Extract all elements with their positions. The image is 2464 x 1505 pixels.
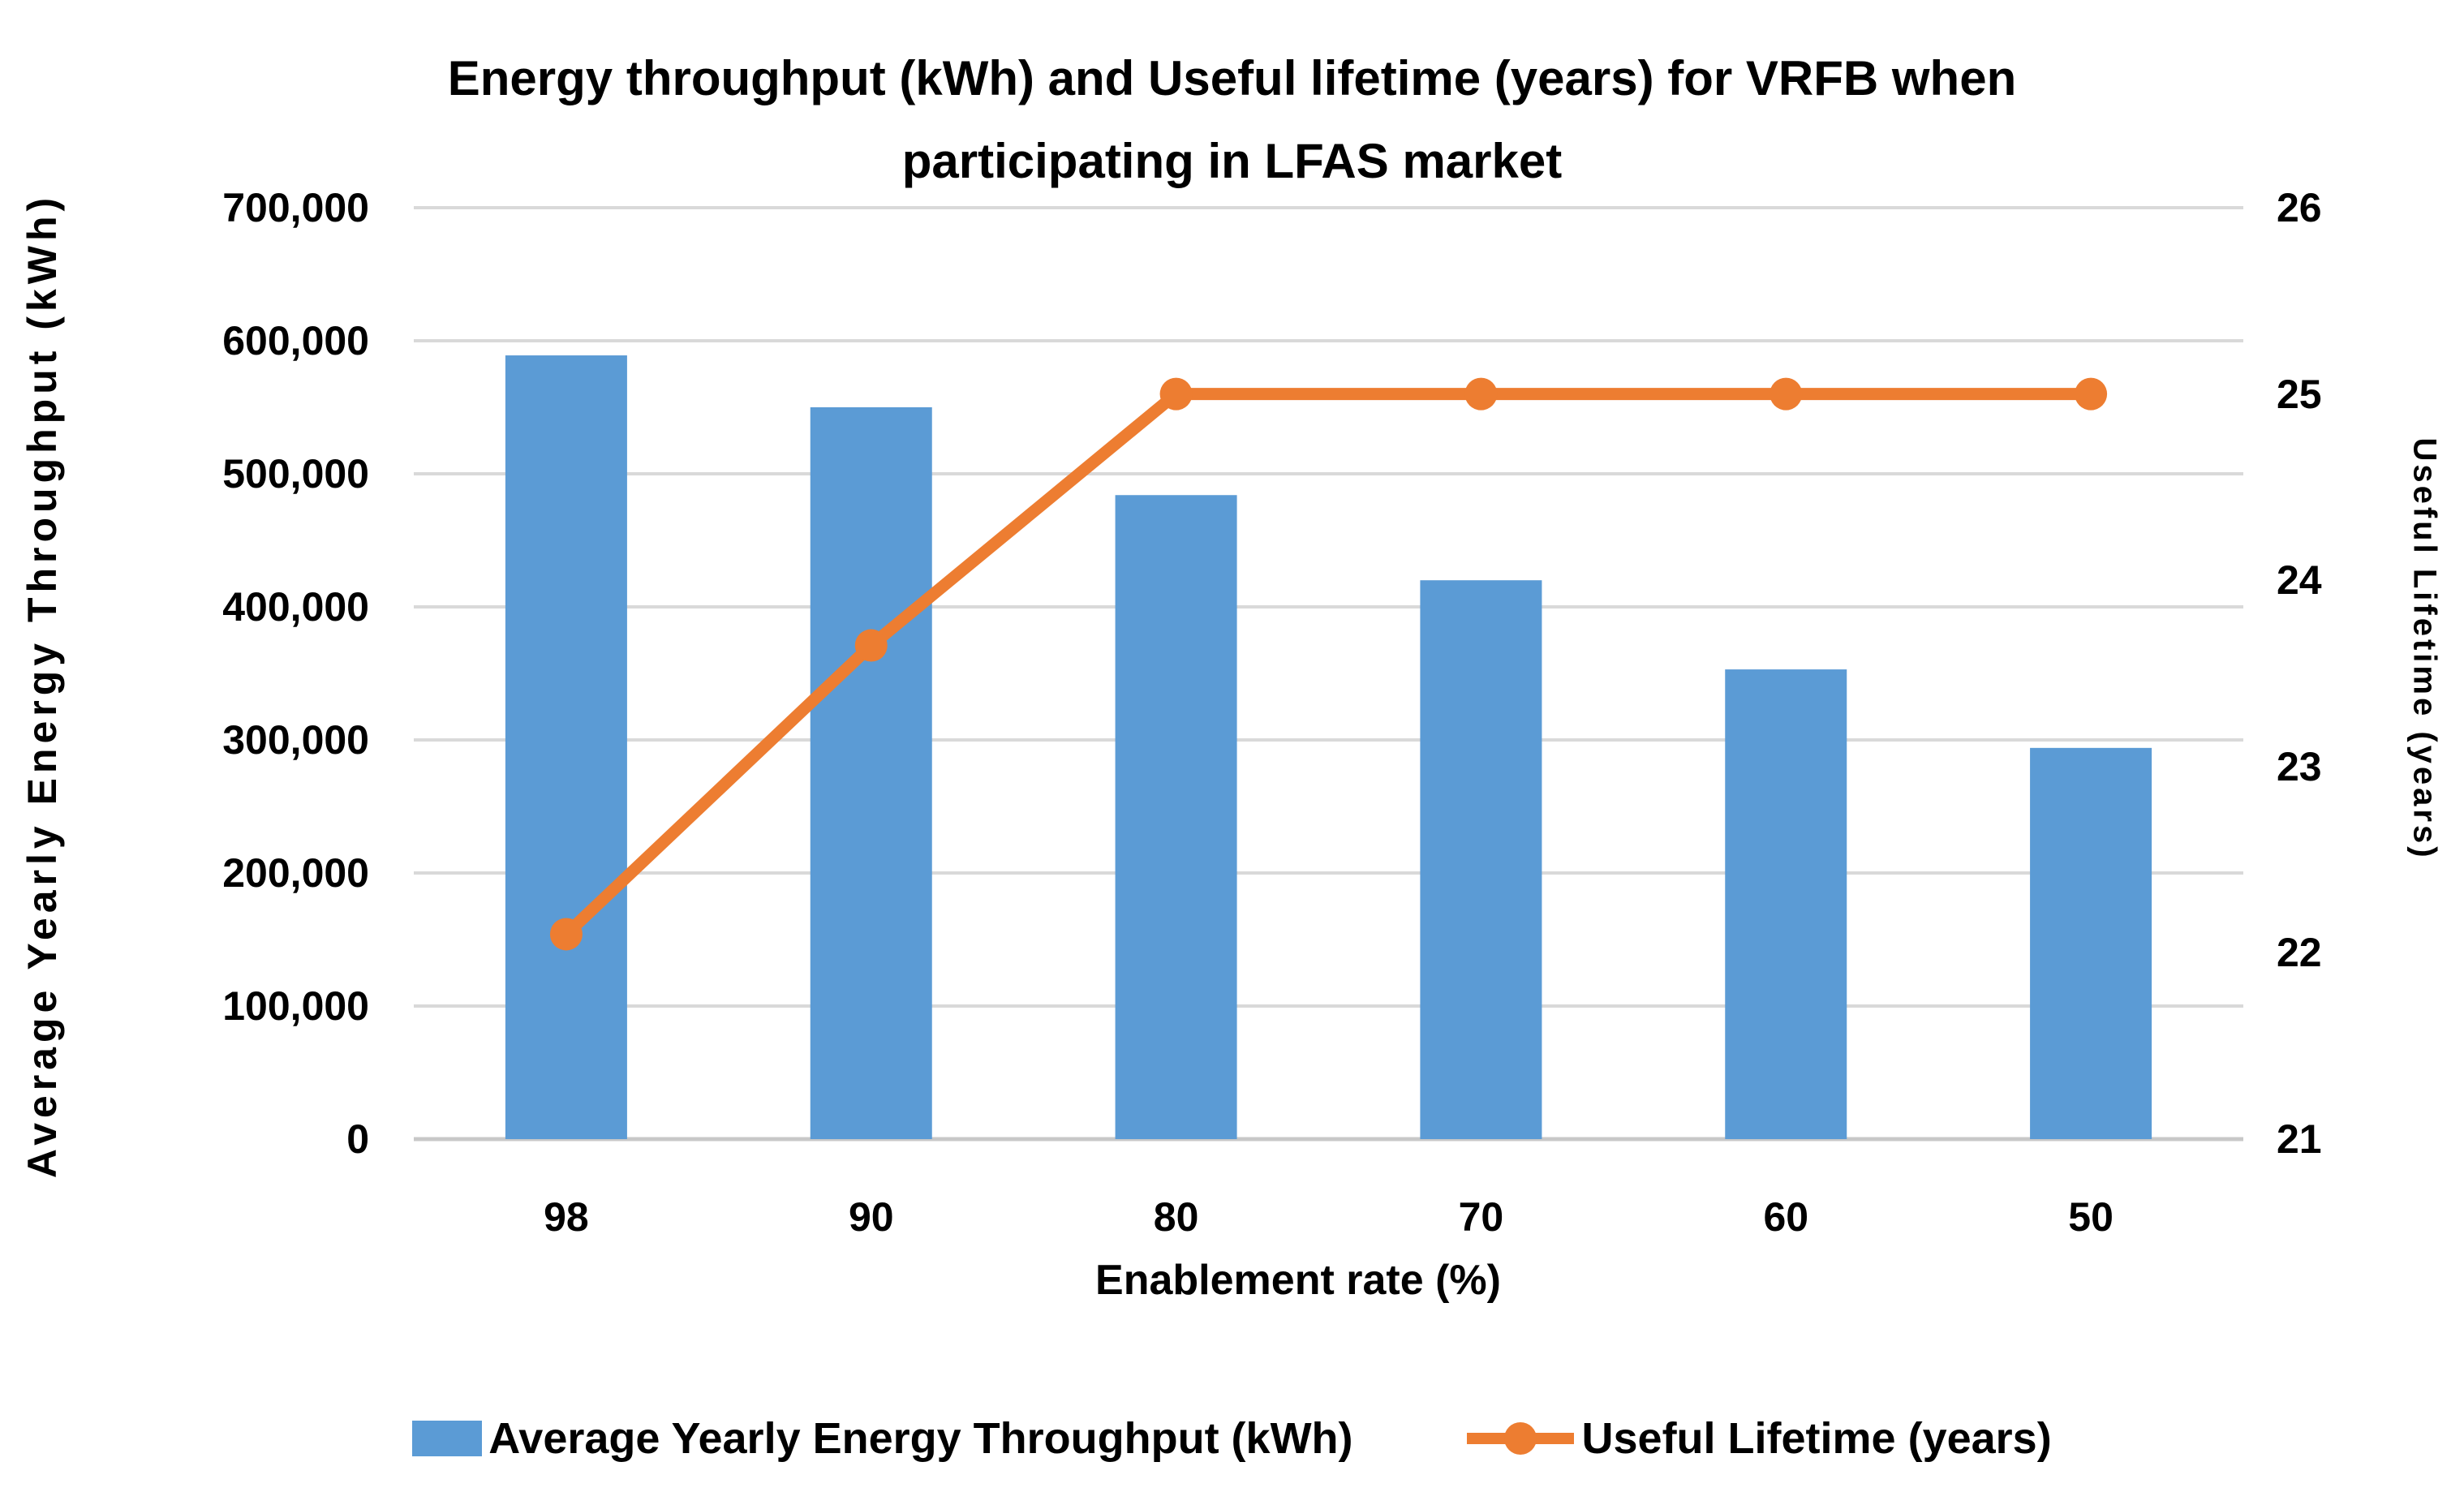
x-tick-label: 98 — [544, 1194, 589, 1240]
line-marker — [1464, 377, 1498, 411]
bar — [1115, 495, 1237, 1139]
left-y-tick-label: 600,000 — [222, 318, 369, 363]
bar — [1420, 580, 1542, 1139]
left-y-tick-label: 700,000 — [222, 185, 369, 230]
line-marker — [1770, 377, 1803, 411]
x-tick-label: 90 — [848, 1194, 894, 1240]
line-marker — [854, 629, 888, 662]
right-y-tick-label: 22 — [2277, 930, 2322, 976]
bar — [810, 407, 932, 1139]
legend-item-line-series: Useful Lifetime (years) — [1466, 1413, 2052, 1464]
line-series-marker-icon — [1466, 1419, 1574, 1458]
line-marker — [2075, 377, 2108, 411]
x-tick-label: 50 — [2068, 1194, 2114, 1240]
bar — [505, 355, 627, 1139]
left-y-tick-label: 0 — [346, 1116, 369, 1162]
x-axis-title: Enablement rate (%) — [1095, 1257, 1501, 1304]
line-series — [561, 388, 2092, 939]
chart-title: Energy throughput (kWh) and Useful lifet… — [0, 37, 2464, 203]
chart-title-line2: participating in LFAS market — [901, 134, 1563, 188]
left-y-tick-label: 400,000 — [222, 584, 369, 630]
left-y-tick-label: 500,000 — [222, 451, 369, 497]
right-y-tick-label: 23 — [2277, 743, 2322, 789]
right-y-tick-label: 26 — [2277, 185, 2322, 230]
left-y-tick-label: 300,000 — [222, 717, 369, 763]
bar-series-swatch-icon — [412, 1421, 483, 1456]
legend-label-line-series: Useful Lifetime (years) — [1581, 1414, 2052, 1463]
left-y-tick-label: 100,000 — [222, 983, 369, 1029]
right-y-tick-label: 24 — [2277, 557, 2322, 604]
line-marker — [1159, 377, 1193, 411]
x-tick-label: 80 — [1153, 1194, 1199, 1240]
x-tick-label: 60 — [1763, 1194, 1809, 1240]
line-marker — [549, 918, 583, 951]
chart-title-line1: Energy throughput (kWh) and Useful lifet… — [447, 51, 2017, 105]
legend: Average Yearly Energy Throughput (kWh) U… — [0, 1402, 2464, 1475]
legend-item-bar-series: Average Yearly Energy Throughput (kWh) — [412, 1413, 1353, 1464]
left-y-tick-label: 200,000 — [222, 850, 369, 896]
bar — [1725, 669, 1847, 1139]
legend-label-bar-series: Average Yearly Energy Throughput (kWh) — [488, 1414, 1353, 1463]
x-tick-label: 70 — [1458, 1194, 1504, 1240]
right-y-tick-label: 21 — [2277, 1116, 2322, 1162]
bar — [2030, 747, 2152, 1139]
right-y-tick-label: 25 — [2277, 371, 2322, 417]
